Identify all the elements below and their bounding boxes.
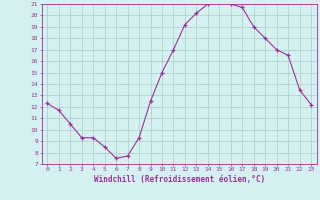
X-axis label: Windchill (Refroidissement éolien,°C): Windchill (Refroidissement éolien,°C) <box>94 175 265 184</box>
